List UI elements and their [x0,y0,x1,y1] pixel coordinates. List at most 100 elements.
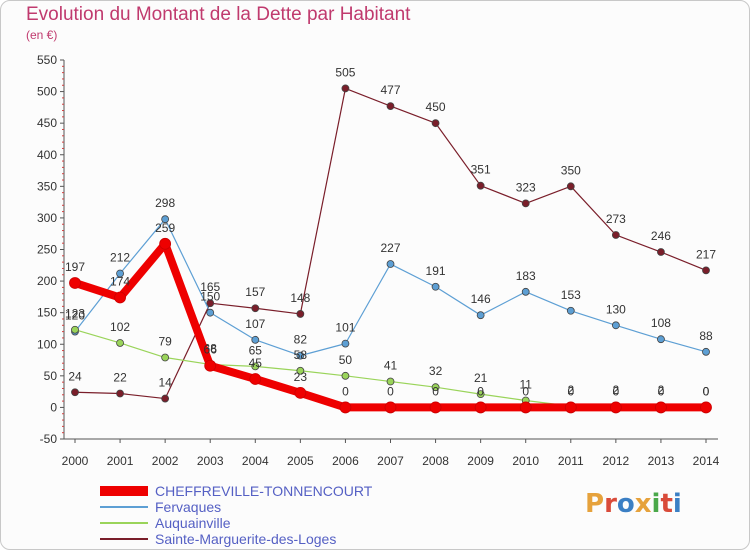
data-label: 197 [65,260,85,274]
y-tick-label: 0 [50,400,57,414]
data-point [116,389,124,398]
data-point [566,182,575,191]
data-label: 0 [387,384,394,398]
data-point [204,359,217,372]
legend-label: Auquainville [155,515,231,531]
data-label: 88 [699,329,713,343]
y-tick-label: -50 [40,432,58,446]
data-label: 273 [606,212,626,226]
data-point [702,266,710,275]
x-tick-label: 2007 [377,454,404,468]
data-point [519,401,532,414]
data-label: 246 [651,229,671,243]
y-tick-label: 550 [37,53,57,67]
data-point [657,335,665,344]
data-label: 165 [200,280,220,294]
legend-swatch [100,506,148,508]
data-label: 22 [113,371,127,385]
data-point [431,119,440,128]
data-label: 174 [110,275,130,289]
x-tick-label: 2005 [287,454,314,468]
data-point [296,366,305,375]
data-label: 2 [613,383,620,397]
legend-swatch [100,538,148,540]
data-label: 130 [606,302,626,316]
data-label: 351 [471,163,491,177]
data-label: 50 [339,353,353,367]
data-point [159,237,172,250]
data-point [161,215,170,224]
data-label: 66 [204,343,218,357]
data-label: 0 [432,384,439,398]
y-tick-label: 100 [37,337,57,351]
data-point [431,383,440,392]
data-point [251,335,260,344]
y-tick-label: 200 [37,274,57,288]
data-point [296,310,305,318]
data-point [702,347,710,356]
data-point [206,299,215,308]
data-point [566,306,575,315]
data-label: 21 [474,371,488,385]
data-point [69,277,81,289]
logo-letter: o [616,489,635,519]
data-label: 0 [613,384,620,398]
data-point [700,401,712,414]
data-label: 2 [658,383,665,397]
data-label: 298 [155,196,175,210]
x-tick-label: 2012 [603,454,630,468]
data-point [431,282,440,291]
data-point [611,321,620,330]
chart-title: Evolution du Montant de la Dette par Hab… [26,4,411,25]
y-tick-label: 50 [44,369,58,383]
x-tick-label: 2013 [648,454,675,468]
data-point [251,362,260,371]
data-label: 58 [294,348,308,362]
data-point [341,339,350,348]
data-point [161,353,170,362]
logo-letter: x [634,489,652,519]
data-point [71,388,79,397]
data-label: 32 [429,364,443,378]
data-label: 505 [335,65,355,79]
logo-letter: i [672,489,682,519]
x-tick-label: 2009 [467,454,494,468]
data-point [339,401,352,414]
data-point [521,199,530,208]
y-tick-label: 150 [37,306,57,320]
y-tick-label: 400 [37,148,57,162]
y-tick-label: 350 [37,179,57,193]
x-tick-label: 2014 [693,454,720,468]
data-point [611,231,620,239]
x-tick-label: 2011 [558,454,584,468]
legend-label: Sainte-Marguerite-des-Loges [155,531,337,547]
data-label: 217 [696,247,716,261]
data-label: 23 [294,370,308,384]
data-label: 259 [155,221,175,235]
x-tick-label: 2001 [107,454,134,468]
legend-item: Fervaques [100,499,221,515]
chart-subtitle: (en €) [26,28,58,42]
x-tick-label: 2010 [512,454,539,468]
legend-swatch [100,522,148,524]
data-label: 82 [294,333,308,347]
data-label: 0 [477,384,484,398]
data-point [655,401,667,414]
x-tick-label: 2003 [197,454,224,468]
data-point [251,304,260,313]
data-point [341,84,350,93]
data-label: 14 [158,376,172,390]
data-label: 65 [249,343,263,357]
y-tick-label: 250 [37,243,57,257]
data-label: 107 [245,317,265,331]
data-label: 323 [516,180,536,194]
data-point [161,394,170,403]
data-label: 350 [561,163,581,177]
data-label: 41 [384,359,398,373]
data-point [521,287,530,296]
data-label: 150 [200,290,220,304]
data-label: 0 [658,384,665,398]
y-tick-label: 300 [37,211,57,225]
data-label: 212 [110,251,130,265]
